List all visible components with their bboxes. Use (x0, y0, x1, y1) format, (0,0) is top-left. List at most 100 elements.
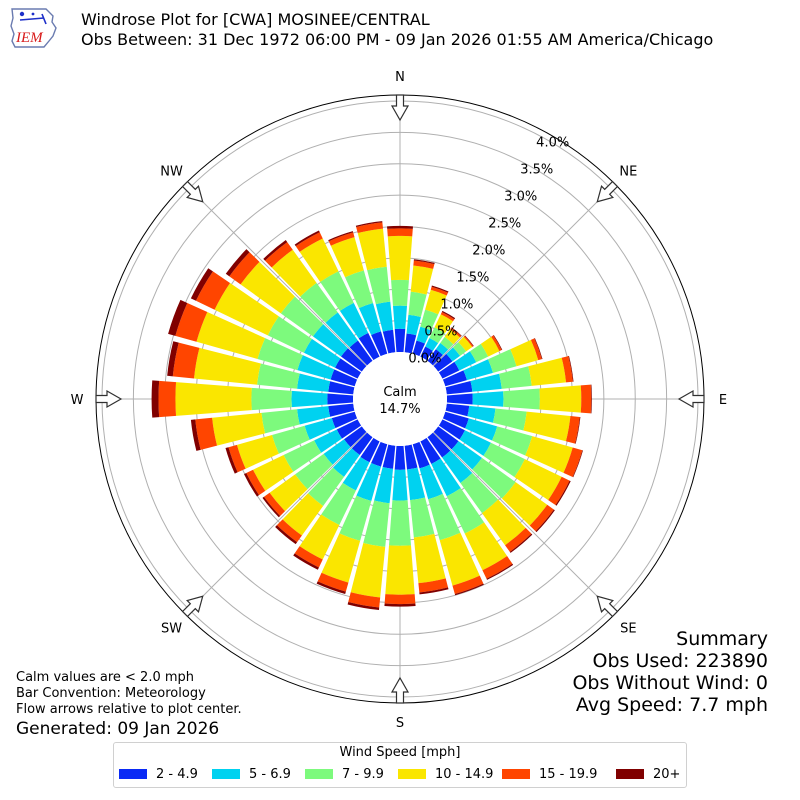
flow-arrow-icon (390, 94, 410, 122)
wind-bar (320, 271, 354, 311)
wind-bar (358, 303, 381, 336)
wind-bar (375, 301, 394, 332)
wind-bar (425, 337, 439, 351)
wind-bar (419, 587, 449, 595)
wind-bar (317, 572, 349, 592)
wind-bar (229, 252, 260, 285)
radial-tick-label: 4.0% (536, 135, 569, 150)
wind-bar (330, 237, 364, 278)
wind-bar (257, 338, 303, 371)
legend-label: 15 - 19.9 (539, 767, 598, 782)
legend-swatch (398, 769, 426, 779)
wind-bar (446, 488, 485, 534)
wind-bar (580, 384, 592, 414)
wind-bar (194, 347, 261, 385)
wind-bar (363, 500, 390, 547)
wind-bar (413, 260, 435, 269)
calm-circle (353, 352, 447, 446)
wind-bar (225, 249, 250, 277)
wind-bar (445, 403, 470, 417)
wind-bar (454, 351, 477, 371)
wind-bar (336, 419, 362, 439)
wind-bar (428, 493, 461, 541)
wind-bar (420, 346, 433, 361)
compass-label: E (719, 393, 727, 408)
wind-bar (535, 509, 555, 533)
flow-arrow-icon (596, 595, 619, 618)
wind-bar (454, 583, 484, 596)
wind-bar (501, 482, 548, 526)
radial-tick-label: 1.0% (440, 298, 473, 313)
wind-bar (407, 467, 426, 501)
wind-bar (412, 441, 430, 469)
legend-label: 2 - 4.9 (156, 767, 198, 782)
wind-bar (406, 314, 421, 336)
wind-bar (388, 500, 412, 546)
wind-bar (168, 299, 188, 336)
wind-bar (271, 249, 317, 297)
wind-bar (280, 296, 324, 337)
compass-label: SW (161, 621, 182, 636)
obs-without-wind: Obs Without Wind: 0 (572, 672, 768, 694)
wind-bar (299, 238, 339, 282)
wind-bar (240, 261, 295, 314)
wind-bar (459, 430, 491, 456)
wind-bar (195, 417, 218, 450)
wind-bar (442, 370, 467, 387)
wind-bar (367, 266, 391, 305)
wind-bar (481, 499, 526, 546)
notes-panel: Calm values are < 2.0 mph Bar Convention… (16, 670, 242, 718)
wind-bar (486, 563, 514, 580)
flow-arrow-icon (95, 389, 123, 409)
wind-bar (430, 286, 449, 296)
calm-label: Calm (383, 385, 416, 400)
legend-label: 5 - 6.9 (249, 767, 291, 782)
wind-bar (265, 242, 293, 268)
wind-bar (472, 457, 516, 499)
wind-bar (408, 291, 427, 317)
flow-arrow-icon (677, 389, 705, 409)
wind-bar (190, 419, 201, 451)
radial-tick-label: 3.0% (504, 190, 537, 205)
wind-bar (404, 444, 418, 470)
legend: Wind Speed [mph] 2 - 4.9 5 - 6.9 7 - 9.9… (113, 742, 687, 788)
wind-bar (464, 522, 508, 571)
avg-speed: Avg Speed: 7.7 mph (575, 694, 768, 716)
wind-bar (565, 416, 580, 444)
wind-bar (528, 357, 567, 386)
radial-tick-label: 2.5% (488, 217, 521, 232)
wind-bar (299, 514, 340, 560)
wind-bar (575, 416, 581, 444)
wind-bar (483, 442, 525, 478)
wind-bar (440, 336, 454, 350)
grid-spoke (184, 183, 368, 367)
wind-bar (275, 525, 298, 545)
flow-arrow-icon (596, 180, 619, 203)
radial-tick-label: 3.5% (520, 163, 553, 178)
wind-bar (297, 373, 331, 392)
wind-bar (328, 403, 355, 417)
wind-bar (452, 342, 467, 356)
wind-bar (253, 455, 294, 491)
wind-bar (433, 353, 453, 372)
wind-bar (458, 336, 473, 352)
wind-bar (358, 332, 380, 361)
wind-bar (514, 459, 562, 501)
legend-swatch (305, 769, 333, 779)
wind-bar (442, 450, 473, 484)
wind-bar (323, 439, 351, 465)
wind-bar (410, 497, 435, 538)
legend-label: 10 - 14.9 (435, 767, 494, 782)
flow-arrow-icon (181, 595, 204, 618)
wind-bar (410, 265, 434, 295)
wind-bar (257, 363, 300, 389)
wind-bar (246, 469, 266, 496)
wind-bar (228, 444, 246, 473)
wind-bar (493, 335, 503, 351)
wind-bar (212, 412, 266, 446)
wind-bar (451, 327, 462, 337)
wind-bar (384, 603, 416, 607)
wind-bar (434, 314, 454, 334)
wind-bar (425, 289, 447, 315)
wind-bar (433, 426, 459, 450)
